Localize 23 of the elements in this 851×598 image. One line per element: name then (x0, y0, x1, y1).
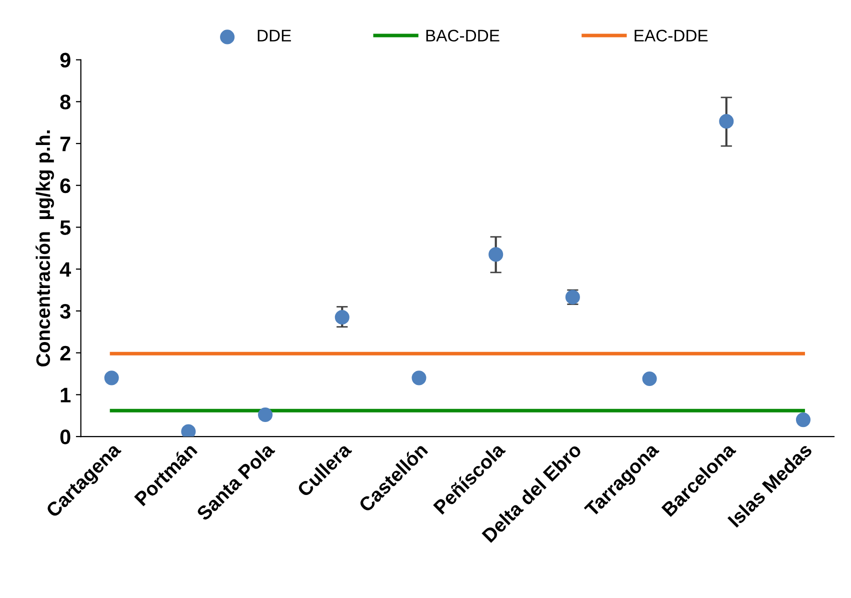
legend-label: BAC-DDE (426, 30, 500, 42)
legend-label: EAC-DDE (634, 30, 708, 42)
y-tick-label: 4 (60, 262, 72, 277)
y-tick-label: 0 (60, 430, 70, 444)
point (181, 424, 196, 437)
point (412, 370, 426, 386)
point (719, 114, 734, 129)
y-tick-label: 6 (60, 178, 70, 194)
y-axis-title: Concentración µg/kg p.h. (36, 130, 54, 366)
point (796, 412, 811, 428)
y-tick-label: 5 (60, 220, 71, 235)
legend-label: DDE (258, 30, 291, 42)
point (488, 247, 504, 262)
point (642, 371, 657, 386)
y-tick-label: 2 (60, 346, 70, 360)
y-tick-label: 3 (60, 304, 70, 319)
point (334, 310, 350, 325)
y-tick-label: 7 (60, 136, 70, 152)
point (104, 370, 119, 386)
y-tick-label: 9 (60, 52, 70, 68)
y-tick-label: 8 (60, 94, 70, 110)
y-tick-label: 1 (60, 388, 71, 402)
point (258, 407, 273, 422)
